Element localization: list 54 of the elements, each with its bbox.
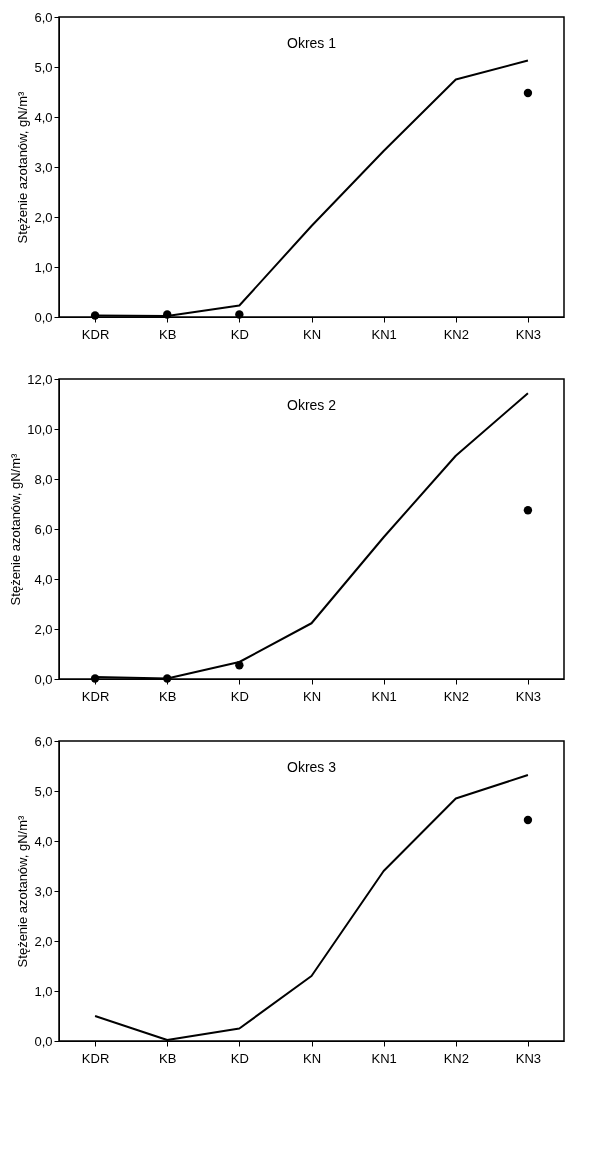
x-tick-label: KN1 xyxy=(371,1050,397,1066)
y-tick-label: 10,0 xyxy=(27,421,53,437)
x-tick-label: KB xyxy=(159,326,177,342)
y-tick-label: 6,0 xyxy=(34,9,53,25)
x-tick-label: KB xyxy=(159,1050,177,1066)
y-tick-label: 6,0 xyxy=(34,521,53,537)
y-axis-title: Stężenie azotanów, gN/m³ xyxy=(15,814,31,968)
x-tick-label: KN2 xyxy=(443,688,469,704)
x-tick-label: KD xyxy=(230,326,249,342)
x-tick-label: KDR xyxy=(81,326,110,342)
y-tick-label: 0,0 xyxy=(34,671,53,687)
x-tick-label: KN2 xyxy=(443,1050,469,1066)
point xyxy=(235,661,244,670)
text: Okres 2 xyxy=(286,397,337,413)
y-tick-label: 4,0 xyxy=(34,833,53,849)
point xyxy=(235,310,244,319)
x-tick-label: KN3 xyxy=(515,688,542,704)
y-tick-label: 12,0 xyxy=(27,371,53,387)
x-tick-label: KN3 xyxy=(515,326,542,342)
y-axis-title: Stężenie azotanów, gN/m³ xyxy=(15,90,31,244)
y-tick-label: 2,0 xyxy=(34,933,53,949)
y-tick-label: 2,0 xyxy=(34,621,53,637)
x-tick-label: KDR xyxy=(81,688,110,704)
x-tick-label: KN1 xyxy=(371,688,397,704)
y-axis-title: Stężenie azotanów, gN/m³ xyxy=(8,452,24,606)
x-tick-label: KN2 xyxy=(443,326,469,342)
text: Okres 3 xyxy=(286,759,337,775)
x-tick-label: KB xyxy=(159,688,177,704)
y-tick-label: 8,0 xyxy=(34,471,53,487)
x-tick-label: KD xyxy=(230,688,249,704)
y-tick-label: 5,0 xyxy=(34,59,53,75)
x-tick-label: KN3 xyxy=(515,1050,542,1066)
y-tick-label: 2,0 xyxy=(34,209,53,225)
y-tick-label: 1,0 xyxy=(34,983,53,999)
point xyxy=(163,674,172,683)
x-tick-label: KN xyxy=(302,688,322,704)
y-tick-label: 6,0 xyxy=(34,733,53,749)
x-tick-label: KN1 xyxy=(371,326,397,342)
y-tick-label: 4,0 xyxy=(34,109,53,125)
text: Okres 1 xyxy=(286,35,337,51)
point xyxy=(163,310,172,319)
point xyxy=(523,506,533,515)
y-tick-label: 5,0 xyxy=(34,783,53,799)
x-tick-label: KD xyxy=(230,1050,249,1066)
x-tick-label: KN xyxy=(302,326,322,342)
y-tick-label: 3,0 xyxy=(34,883,53,899)
x-tick-label: KDR xyxy=(81,1050,110,1066)
y-tick-label: 1,0 xyxy=(34,259,53,275)
y-tick-label: 3,0 xyxy=(34,159,53,175)
x-tick-label: KN xyxy=(302,1050,322,1066)
y-tick-label: 0,0 xyxy=(34,1033,53,1049)
y-tick-label: 4,0 xyxy=(34,571,53,587)
point xyxy=(523,88,533,98)
y-tick-label: 0,0 xyxy=(34,309,53,325)
